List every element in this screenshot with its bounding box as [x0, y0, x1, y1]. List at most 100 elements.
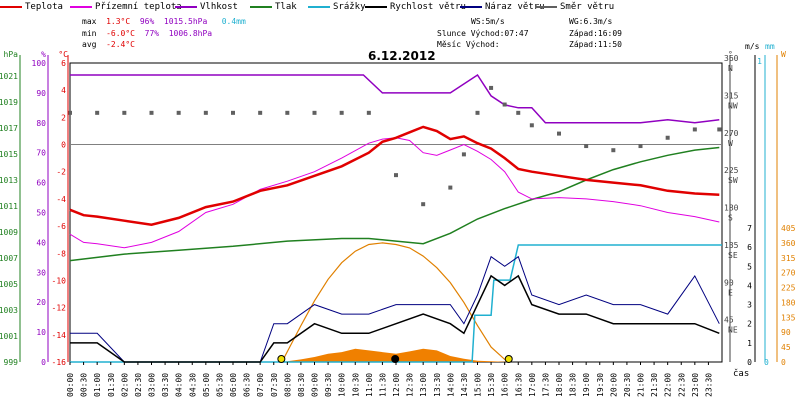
direction-tick-compass: NE	[728, 326, 738, 335]
series-temperature	[69, 125, 720, 226]
x-tick-label: 12:30	[406, 373, 415, 397]
wind-tick: 3	[747, 301, 752, 310]
direction-tick: 225	[724, 166, 739, 175]
legend-item: Náraz větru	[460, 2, 545, 12]
solar-unit: W	[781, 50, 786, 59]
direction-tick-compass: E	[728, 288, 733, 297]
x-tick-label: 23:30	[704, 373, 713, 397]
series-wind-direction-point	[611, 148, 616, 153]
plot-area	[69, 62, 723, 363]
pressure-unit: hPa	[4, 50, 19, 59]
x-tick-label: 19:00	[582, 373, 591, 397]
legend-swatch	[365, 5, 387, 8]
x-tick-label: 03:30	[161, 373, 170, 397]
direction-tick-compass: N	[728, 64, 733, 73]
solar-tick: 405	[781, 224, 796, 233]
marker-sunset	[504, 355, 513, 363]
pressure-tick: 1021	[0, 72, 18, 81]
legend-swatch	[0, 5, 22, 8]
legend-swatch	[70, 5, 92, 8]
wind-tick: 7	[747, 224, 752, 233]
x-tick-label: 03:00	[148, 373, 157, 397]
series-wind-direction-point	[421, 202, 426, 207]
temp-tick: -4	[56, 195, 66, 204]
x-tick-label: 06:30	[243, 373, 252, 397]
legend-swatch	[175, 5, 197, 8]
stat-avg: avg -2.4°C	[82, 40, 135, 49]
chart-axes: 00:00 00:30 01:00 01:30 02:00 02:30 03:00 03:30…	[0, 42, 796, 397]
legend-swatch	[250, 5, 272, 8]
series-wind-direction-point	[394, 173, 398, 178]
pressure-tick: 1005	[0, 280, 18, 289]
x-tick-label: 15:30	[487, 373, 496, 397]
legend-label: Přízemní teplota	[95, 2, 182, 12]
direction-tick-compass: W	[728, 139, 733, 148]
pressure-tick: 1009	[0, 228, 18, 237]
temp-tick: -12	[52, 304, 67, 313]
stat-sun-rise: Slunce Východ:07:47	[437, 29, 529, 38]
legend-swatch	[535, 5, 557, 8]
x-tick-label: 05:00	[202, 373, 211, 397]
series-wind-direction-point	[339, 110, 344, 115]
temp-unit: °C	[58, 50, 68, 59]
x-tick-label: 07:30	[270, 373, 279, 397]
x-tick-label: 02:00	[120, 373, 129, 397]
pressure-tick: 1007	[0, 254, 18, 263]
series-wind-direction-point	[95, 110, 100, 115]
pressure-tick: 1015	[0, 150, 18, 159]
x-tick-label: 04:30	[188, 373, 197, 397]
precip-tick: 0	[764, 358, 769, 367]
temp-tick: -8	[56, 249, 66, 258]
solar-tick: 0	[781, 358, 786, 367]
x-tick-label: 19:30	[596, 373, 605, 397]
legend-item: Vlhkost	[175, 2, 238, 12]
series-wind-direction-point	[529, 123, 534, 128]
chart-grid	[69, 62, 723, 363]
stat-moon-rise: Měsíc Východ:	[437, 40, 500, 49]
stat-wg: WG:6.3m/s	[569, 17, 613, 26]
legend-item: Tlak	[250, 2, 297, 12]
series-wind-direction-point	[285, 110, 290, 115]
temp-tick: -16	[52, 358, 67, 367]
wind-tick: 5	[747, 262, 752, 271]
x-tick-label: 11:30	[378, 373, 387, 397]
legend-swatch	[460, 5, 482, 8]
temp-tick: -2	[56, 168, 66, 177]
temp-tick: -6	[56, 222, 66, 231]
humidity-tick: 30	[36, 268, 46, 277]
humidity-tick: 70	[36, 149, 46, 158]
x-tick-label: 09:30	[324, 373, 333, 397]
x-tick-label: 13:00	[419, 373, 428, 397]
series-wind-speed	[70, 274, 720, 363]
humidity-tick: 0	[41, 358, 46, 367]
series-wind-direction-point	[122, 110, 127, 115]
x-tick-label: 23:00	[691, 373, 700, 397]
legend-swatch	[308, 5, 330, 8]
legend-item: Rychlost větru	[365, 2, 466, 12]
x-tick-label: 21:30	[650, 373, 659, 397]
legend-item: Teplota	[0, 2, 63, 12]
series-wind-direction-point	[557, 131, 561, 136]
marker-noon	[391, 355, 400, 363]
humidity-tick: 10	[36, 328, 46, 337]
x-tick-label: 11:00	[365, 373, 374, 397]
x-tick-label: 20:30	[623, 373, 632, 397]
x-tick-label: 21:00	[637, 373, 646, 397]
series-wind-direction-point	[448, 185, 453, 190]
temp-tick: 0	[61, 141, 66, 150]
series-precip	[70, 244, 722, 363]
series-ground-temp	[69, 137, 720, 249]
series-pressure	[69, 146, 720, 262]
solar-tick: 270	[781, 269, 796, 278]
humidity-tick: 40	[36, 238, 46, 247]
legend-label: Tlak	[275, 2, 297, 12]
precip-tick: 1	[757, 57, 762, 66]
wind-tick: 4	[747, 281, 752, 290]
x-tick-label: 00:30	[80, 373, 89, 397]
series-wind-direction-point	[692, 127, 697, 132]
direction-tick-compass: SE	[728, 251, 738, 260]
temp-tick: 4	[61, 86, 66, 95]
x-tick-label: 18:00	[555, 373, 564, 397]
series-solar-theoretical	[281, 242, 511, 363]
